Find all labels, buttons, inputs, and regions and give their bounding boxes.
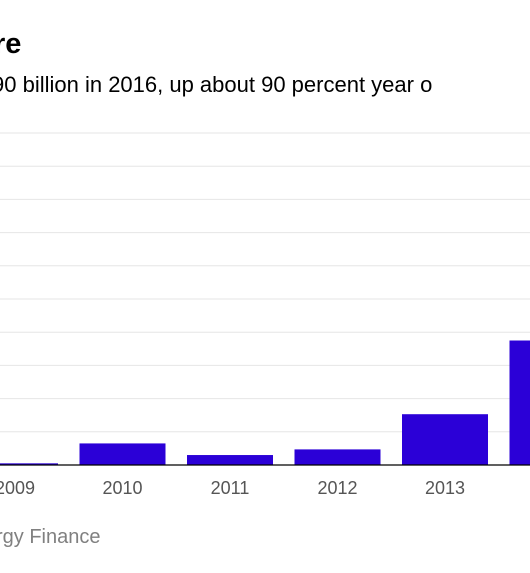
x-tick-label: 2011 [211, 478, 250, 498]
gridlines [0, 132, 530, 433]
bar-2012 [294, 449, 381, 465]
bars [0, 340, 530, 465]
x-tick-label: 2009 [0, 478, 35, 498]
chart-subtitle: 90 billion in 2016, up about 90 percent … [0, 72, 433, 97]
x-tick-label: 2010 [102, 478, 142, 498]
bar-2014 [509, 340, 530, 465]
chart-title: re [0, 28, 22, 60]
x-tick-label: 2012 [317, 478, 357, 498]
bar-2009 [0, 463, 58, 465]
x-tick-label: 2013 [425, 478, 465, 498]
bar-2011 [187, 455, 273, 465]
bar-2010 [79, 443, 166, 465]
source-note: rgy Finance [0, 526, 101, 548]
bar-2013 [402, 414, 488, 465]
x-tick-labels: 200920102011201220132 [0, 478, 465, 498]
